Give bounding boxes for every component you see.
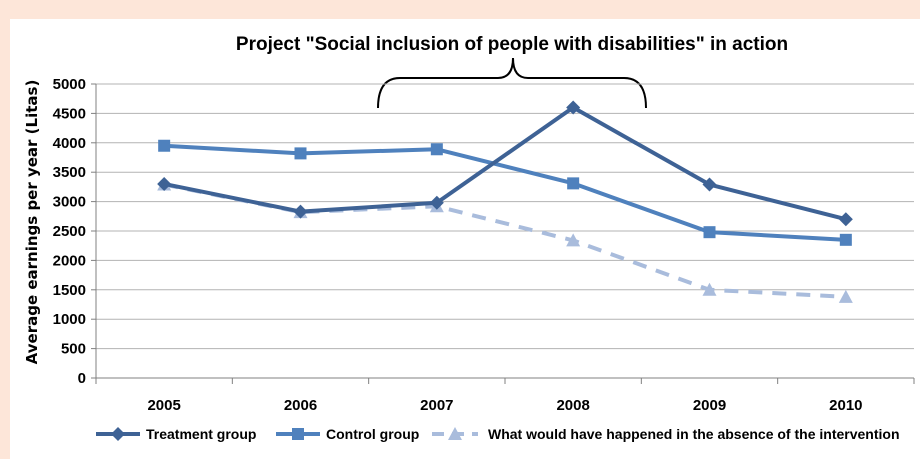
legend: Treatment group Control group What would h…	[96, 426, 900, 442]
data-point	[839, 233, 852, 246]
legend-item-2: Control group	[276, 426, 419, 442]
data-point	[703, 226, 716, 239]
legend-item-3: What would have happened in the absence …	[432, 426, 900, 442]
axes	[91, 83, 915, 384]
data-point	[429, 195, 444, 210]
series-2	[158, 139, 852, 246]
data-point	[566, 233, 581, 247]
legend-marker	[111, 427, 125, 441]
intervention-period-bracket	[377, 57, 647, 109]
y-tick-label: 1500	[53, 282, 86, 299]
series-line	[163, 182, 846, 299]
data-point	[702, 177, 717, 192]
series-line	[163, 105, 847, 222]
data-point	[293, 204, 308, 219]
data-point	[838, 212, 853, 227]
x-tick-labels: 2005 2006 2007 2008 2009 2010	[147, 397, 862, 414]
data-point	[567, 177, 580, 190]
y-tick-label: 2000	[53, 252, 86, 269]
data-point	[157, 176, 172, 191]
legend-marker	[448, 427, 462, 440]
chart-title: Project "Social inclusion of people with…	[236, 34, 788, 55]
legend-marker	[292, 428, 304, 440]
legend-item-1: Treatment group	[96, 426, 256, 442]
x-tick-label: 2006	[284, 397, 317, 414]
legend-label: Treatment group	[146, 426, 256, 442]
legend-label: Control group	[326, 426, 419, 442]
data-point	[702, 282, 717, 296]
y-tick-label: 5000	[53, 76, 86, 93]
series-group	[157, 100, 853, 303]
x-tick-label: 2007	[420, 397, 453, 414]
y-tick-labels: 0 500 1000 1500 2000 2500 3000 3500 4000 4500 5000	[53, 76, 86, 387]
y-tick-label: 3000	[53, 194, 86, 211]
y-tick-label: 4500	[53, 105, 86, 122]
data-point	[838, 289, 853, 303]
series-1	[157, 100, 853, 227]
y-tick-label: 500	[61, 341, 86, 358]
y-tick-label: 4000	[53, 135, 86, 152]
y-tick-label: 2500	[53, 223, 86, 240]
x-tick-label: 2010	[829, 397, 862, 414]
x-tick-label: 2005	[147, 397, 180, 414]
gridlines	[96, 83, 914, 350]
y-axis-label: Average earnings per year (Litas)	[23, 80, 41, 365]
data-point	[158, 139, 171, 152]
legend-label: What would have happened in the absence …	[488, 426, 900, 442]
y-tick-label: 3500	[53, 164, 86, 181]
x-tick-label: 2008	[556, 397, 589, 414]
data-point	[430, 143, 443, 156]
data-point	[566, 100, 581, 115]
y-tick-label: 1000	[53, 311, 86, 328]
chart-panel	[10, 19, 920, 459]
data-point	[294, 147, 307, 160]
y-tick-label: 0	[78, 370, 86, 387]
series-line	[164, 143, 846, 242]
x-tick-label: 2009	[693, 397, 726, 414]
